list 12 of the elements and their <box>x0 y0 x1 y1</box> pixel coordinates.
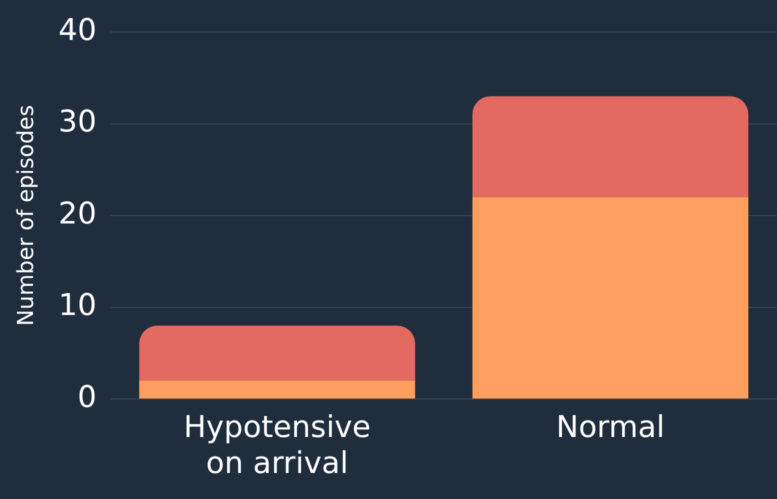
y-tick-label: 30 <box>58 104 97 140</box>
bar <box>139 380 416 398</box>
y-tick-label: 0 <box>77 380 97 415</box>
bar <box>139 326 416 381</box>
y-tick-label: 10 <box>58 288 97 324</box>
bar <box>472 96 748 198</box>
y-tick-label: 40 <box>58 12 97 48</box>
x-tick-label: Normal <box>556 410 665 445</box>
y-tick-label: 20 <box>58 196 97 232</box>
y-axis-title: Number of episodes <box>14 104 39 326</box>
bar <box>472 197 748 398</box>
x-tick-label: Hypotensive on arrival <box>184 410 371 481</box>
